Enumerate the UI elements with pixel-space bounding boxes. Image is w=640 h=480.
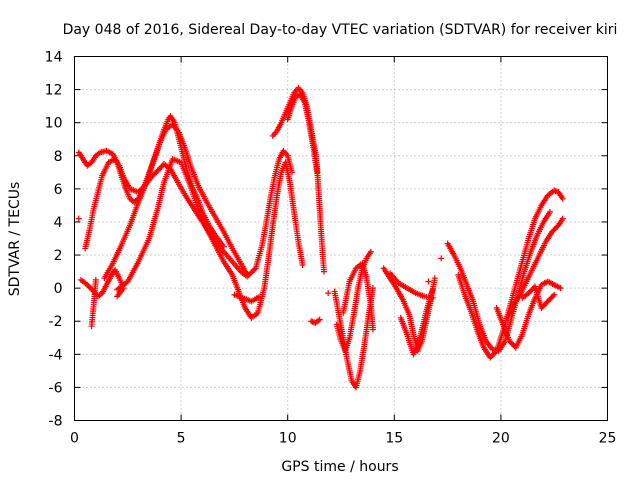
y-tick-label: 8 (54, 149, 63, 165)
x-tick-labels: 0 5 10 15 20 25 (70, 431, 616, 447)
x-tick-label: 10 (279, 431, 297, 447)
y-tick-label: -6 (49, 380, 63, 396)
data-point (75, 215, 82, 222)
x-tick-label: 20 (492, 431, 510, 447)
data-series (75, 84, 566, 391)
y-tick-labels: -8 -6 -4 -2 0 2 4 6 8 10 12 14 (45, 50, 63, 430)
y-tick-label: -8 (49, 414, 63, 430)
x-axis-title: GPS time / hours (281, 459, 398, 475)
data-point (559, 195, 566, 202)
y-tick-label: 14 (45, 50, 63, 66)
data-point (316, 316, 323, 323)
series-arc-7 (231, 291, 263, 305)
data-point (431, 275, 438, 282)
series-arc-12 (333, 248, 374, 355)
y-tick-label: 12 (45, 83, 63, 99)
series-arc-19 (493, 278, 564, 351)
y-tick-label: 4 (54, 215, 63, 231)
x-tick-label: 5 (177, 431, 186, 447)
data-point (425, 278, 432, 285)
x-tick-label: 15 (385, 431, 403, 447)
data-point (551, 291, 558, 298)
x-tick-label: 0 (70, 431, 79, 447)
x-tick-label: 25 (599, 431, 617, 447)
series-arc-3 (88, 276, 99, 330)
series-arc-9 (284, 91, 327, 275)
series-arc-15 (387, 270, 436, 302)
chart-title: Day 048 of 2016, Sidereal Day-to-day VTE… (63, 22, 618, 38)
series-arc-10 (308, 316, 323, 326)
data-point (92, 276, 99, 283)
y-tick-label: -4 (49, 347, 63, 363)
data-point (256, 293, 263, 300)
data-point (244, 271, 251, 278)
data-point (325, 290, 332, 297)
data-point (249, 268, 256, 275)
y-axis-title: SDTVAR / TECUs (7, 182, 23, 297)
series-arc-13 (340, 260, 376, 333)
y-tick-label: 10 (45, 116, 63, 132)
data-point (367, 248, 374, 255)
data-point (299, 261, 306, 268)
data-point (557, 285, 564, 292)
series-isolated (75, 215, 445, 297)
series-arc-20 (504, 215, 566, 321)
plot-frame (74, 56, 608, 421)
y-tick-label: 2 (54, 248, 63, 264)
axis-ticks (74, 56, 608, 421)
series-arc-5 (101, 121, 251, 282)
data-point (549, 293, 556, 300)
series-arc-16 (397, 286, 436, 358)
series-arc-21 (519, 283, 558, 311)
series-arc-17 (444, 209, 553, 355)
series-arc-2 (77, 266, 127, 300)
y-tick-label: 6 (54, 182, 63, 198)
data-point (429, 286, 436, 293)
data-point (492, 349, 499, 356)
data-point (320, 268, 327, 275)
y-tick-label: -2 (49, 314, 63, 330)
y-tick-label: 0 (54, 281, 63, 297)
data-point (369, 326, 376, 333)
data-point (114, 293, 121, 300)
series-arc-6 (114, 156, 306, 321)
data-point (438, 255, 445, 262)
data-point (559, 215, 566, 222)
series-arc-11 (331, 285, 376, 391)
data-point (546, 209, 553, 216)
